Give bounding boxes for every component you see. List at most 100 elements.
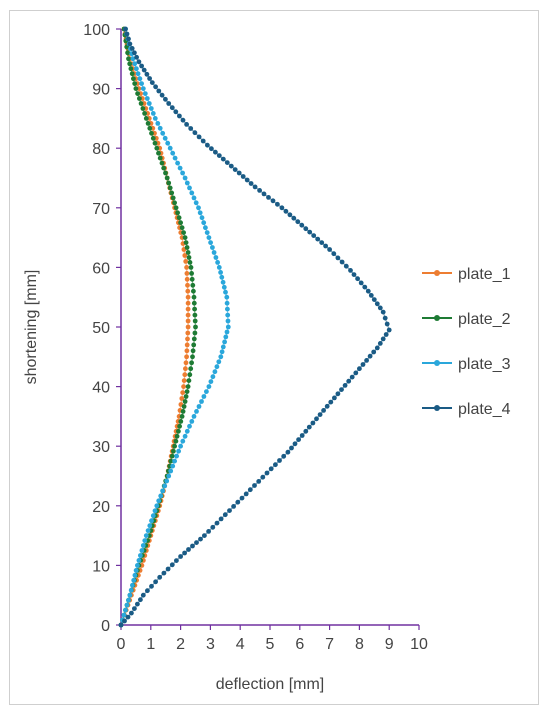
data-point <box>295 219 301 225</box>
data-point <box>150 135 156 141</box>
data-point <box>205 142 210 148</box>
data-point <box>192 312 198 318</box>
data-point <box>191 294 197 300</box>
data-point <box>191 342 197 348</box>
data-point <box>127 41 133 47</box>
data-point <box>252 483 257 488</box>
data-point <box>310 420 316 426</box>
data-point <box>324 403 330 409</box>
data-point <box>191 414 197 419</box>
data-point <box>268 466 274 472</box>
data-point <box>170 150 176 156</box>
data-point <box>155 121 161 126</box>
legend-item-plate_2: plate_2 <box>422 311 511 328</box>
data-point <box>328 399 334 405</box>
data-point <box>148 106 154 111</box>
data-point <box>159 160 165 166</box>
data-point <box>183 259 189 264</box>
data-point <box>179 225 185 231</box>
data-point <box>156 150 161 156</box>
data-point <box>185 294 191 300</box>
data-point <box>216 359 222 365</box>
data-point <box>184 428 190 434</box>
data-point <box>179 396 185 401</box>
data-point <box>371 297 377 302</box>
data-point <box>197 210 203 216</box>
data-point <box>171 448 176 454</box>
data-point <box>339 259 345 265</box>
data-point <box>181 230 187 236</box>
data-point <box>172 458 178 464</box>
legend-swatch-marker <box>434 405 440 411</box>
data-point <box>187 423 192 429</box>
data-point <box>225 312 231 318</box>
data-point <box>191 195 197 201</box>
data-point <box>157 125 163 131</box>
data-point <box>169 105 175 111</box>
x-tick-label: 2 <box>176 636 185 653</box>
data-point <box>211 250 217 255</box>
data-point <box>351 272 357 277</box>
data-point <box>165 140 171 146</box>
data-point <box>137 76 143 82</box>
data-point <box>125 50 130 56</box>
data-point <box>184 245 190 250</box>
data-point <box>167 185 173 191</box>
data-point <box>275 201 280 207</box>
data-point <box>166 180 172 186</box>
data-point <box>335 255 341 261</box>
data-point <box>153 579 159 585</box>
data-point <box>192 330 198 336</box>
series-plate_4 <box>118 26 392 628</box>
data-point <box>182 399 188 404</box>
data-point <box>180 438 186 444</box>
data-point <box>131 76 136 82</box>
data-point <box>139 81 145 86</box>
data-point <box>185 336 190 342</box>
data-point <box>132 50 137 56</box>
data-point <box>187 185 192 191</box>
data-point <box>154 503 160 509</box>
data-point <box>189 190 195 196</box>
data-point <box>152 116 158 121</box>
data-point <box>287 212 293 218</box>
data-point <box>190 354 195 360</box>
legend-item-plate_4: plate_4 <box>422 401 511 418</box>
data-point <box>181 378 187 383</box>
legend-swatch-marker <box>434 315 440 321</box>
data-point <box>224 160 230 166</box>
data-point <box>185 306 191 312</box>
data-point <box>152 140 158 146</box>
data-point <box>142 111 148 116</box>
data-point <box>187 372 193 378</box>
data-point <box>185 250 191 255</box>
data-point <box>184 122 190 127</box>
data-point <box>299 222 305 228</box>
data-point <box>296 437 301 442</box>
data-point <box>162 483 168 489</box>
data-point <box>382 315 388 321</box>
data-point <box>174 453 180 459</box>
data-point <box>143 116 149 121</box>
data-point <box>169 453 175 459</box>
data-point <box>185 282 190 288</box>
data-point <box>160 130 166 136</box>
data-point <box>357 366 362 372</box>
data-point <box>224 329 230 335</box>
x-tick-label: 10 <box>410 636 428 653</box>
data-point <box>146 101 152 106</box>
data-point <box>196 404 202 409</box>
data-point <box>323 243 328 249</box>
data-point <box>232 167 238 173</box>
data-point <box>319 240 325 246</box>
data-point <box>220 279 226 285</box>
data-point <box>279 205 285 211</box>
data-point <box>192 306 198 312</box>
y-axis-title: shortening [mm] <box>23 270 40 385</box>
data-point <box>150 111 156 116</box>
data-point <box>283 208 289 214</box>
data-point <box>213 255 219 260</box>
data-point <box>331 251 337 257</box>
data-point <box>153 84 159 90</box>
data-point <box>353 370 359 376</box>
